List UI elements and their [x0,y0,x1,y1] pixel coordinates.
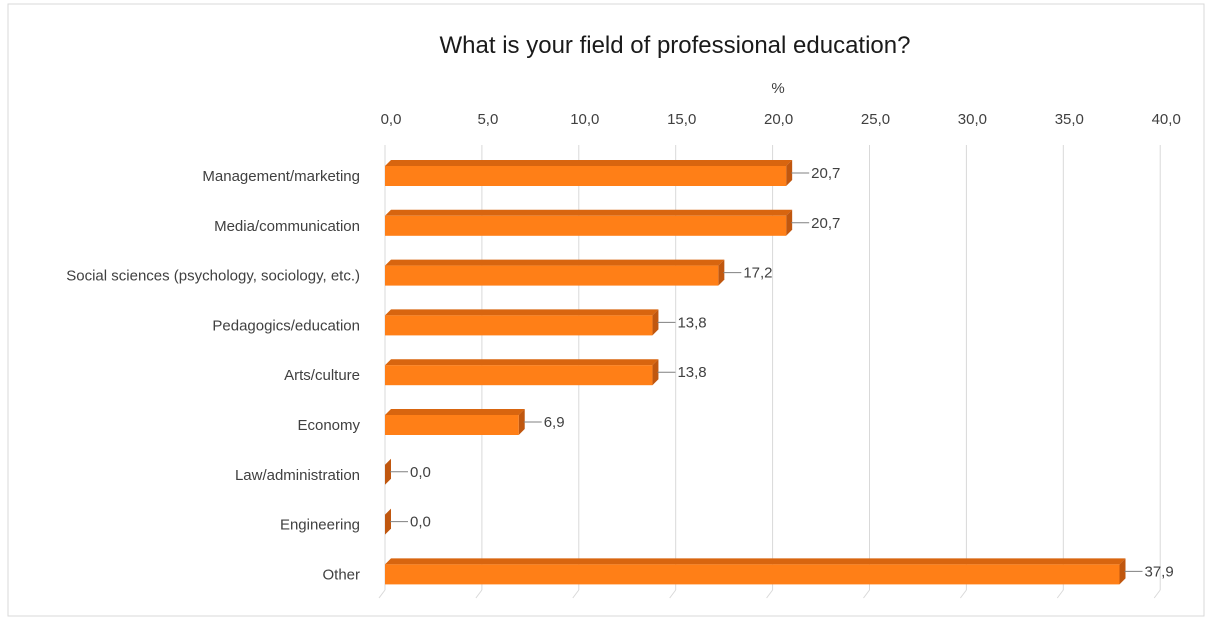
bar [385,564,1120,585]
x-tick-label: 40,0 [1152,111,1181,128]
category-label: Law/administration [235,467,360,484]
data-label: 17,2 [743,265,772,282]
bar-side [1119,558,1126,585]
chart-title: What is your field of professional educa… [440,32,911,59]
bar-side [385,458,391,485]
bar-side [718,259,725,286]
bar [385,365,653,386]
data-label: 0,0 [410,514,431,531]
category-label: Pedagogics/education [212,317,360,334]
gridline-foot [1153,589,1161,599]
bar-top [385,209,793,216]
gridline-foot [572,589,580,599]
category-label: Engineering [280,517,360,534]
bar-top [385,259,725,266]
bar-top [385,309,659,316]
category-label: Economy [297,417,360,434]
bar-side [786,160,793,186]
bar-top [385,558,1126,565]
bar [385,315,653,336]
category-label: Media/communication [214,218,360,235]
x-tick-label: 25,0 [861,111,890,128]
gridline-foot [1056,589,1064,599]
bar-side [518,409,525,435]
data-label: 13,8 [677,364,706,381]
category-label: Social sciences (psychology, sociology, … [66,268,360,285]
gridline-foot [669,589,677,599]
gridline-foot [863,589,870,599]
bar [385,166,787,186]
bar-side [786,209,793,236]
bar-top [385,160,793,166]
category-label: Management/marketing [202,168,360,185]
data-label: 37,9 [1145,563,1174,580]
data-label: 20,7 [811,215,840,232]
x-tick-label: 15,0 [667,111,696,128]
bar [385,415,519,435]
x-tick-label: 10,0 [570,111,599,128]
gridline-foot [378,589,386,599]
gridline-foot [475,589,483,599]
category-label: Other [322,566,360,583]
gridline-foot [766,589,773,599]
data-label: 0,0 [410,464,431,481]
bar [385,215,787,236]
bar-side [385,508,391,535]
x-tick-label: 30,0 [958,111,987,128]
data-label: 6,9 [544,414,565,431]
bar-side [652,309,659,336]
x-axis-label: % [771,80,784,97]
data-label: 13,8 [677,314,706,331]
bar [385,265,719,286]
data-label: 20,7 [811,165,840,182]
bar-side [652,359,659,386]
x-tick-label: 20,0 [764,111,793,128]
x-tick-label: 5,0 [477,111,498,128]
x-tick-label: 35,0 [1055,111,1084,128]
gridline-foot [960,589,967,599]
bar-top [385,409,525,415]
x-tick-label: 0,0 [381,111,402,128]
category-label: Arts/culture [284,367,360,384]
bar-top [385,359,659,366]
